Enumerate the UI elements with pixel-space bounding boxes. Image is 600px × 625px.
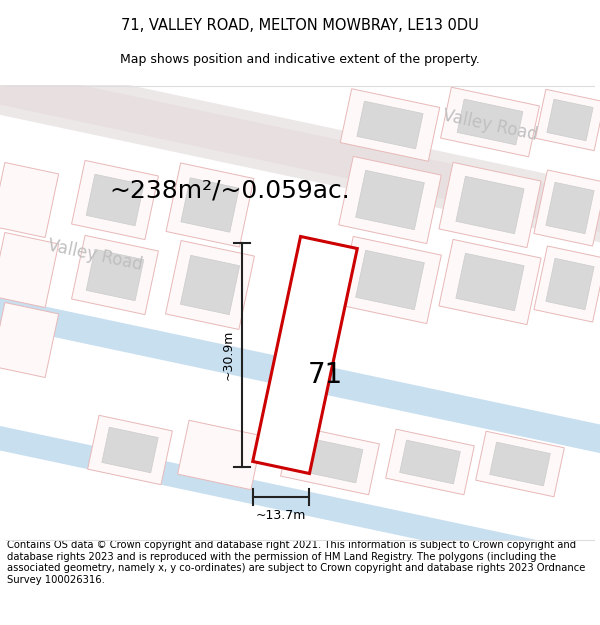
Polygon shape [456,176,524,234]
Polygon shape [181,256,239,314]
Polygon shape [0,162,59,238]
Polygon shape [340,89,440,161]
Polygon shape [546,258,594,309]
Polygon shape [339,236,441,324]
Polygon shape [400,440,460,484]
Text: ~30.9m: ~30.9m [221,330,234,380]
Text: Map shows position and indicative extent of the property.: Map shows position and indicative extent… [120,53,480,66]
Polygon shape [181,177,239,232]
Polygon shape [71,161,158,239]
Polygon shape [439,239,541,324]
Polygon shape [102,428,158,472]
Text: Contains OS data © Crown copyright and database right 2021. This information is : Contains OS data © Crown copyright and d… [7,540,586,585]
Polygon shape [457,99,523,145]
Polygon shape [386,429,475,495]
Polygon shape [0,324,600,625]
Polygon shape [0,232,59,308]
Polygon shape [71,236,158,314]
Text: ~13.7m: ~13.7m [256,509,306,522]
Polygon shape [0,0,600,344]
Polygon shape [534,170,600,246]
Polygon shape [546,182,594,234]
Polygon shape [86,249,144,301]
Polygon shape [456,253,524,311]
Polygon shape [356,170,424,230]
Text: 71, VALLEY ROAD, MELTON MOWBRAY, LE13 0DU: 71, VALLEY ROAD, MELTON MOWBRAY, LE13 0D… [121,18,479,33]
Polygon shape [281,425,379,495]
Polygon shape [535,89,600,151]
Polygon shape [440,88,539,157]
Polygon shape [339,156,441,244]
Polygon shape [0,302,59,378]
Polygon shape [178,420,262,490]
Text: 71: 71 [307,361,343,389]
Polygon shape [356,250,424,310]
Polygon shape [88,415,172,485]
Polygon shape [476,431,565,497]
Polygon shape [86,174,144,226]
Polygon shape [166,241,254,329]
Polygon shape [547,99,593,141]
Polygon shape [166,163,254,247]
Polygon shape [0,0,600,334]
Polygon shape [357,101,423,149]
Polygon shape [253,236,357,474]
Text: Valley Road: Valley Road [441,106,539,144]
Polygon shape [439,162,541,248]
Polygon shape [0,195,600,555]
Polygon shape [490,442,550,486]
Text: Valley Road: Valley Road [46,236,144,274]
Text: ~238m²/~0.059ac.: ~238m²/~0.059ac. [110,178,350,202]
Polygon shape [297,437,363,483]
Polygon shape [534,246,600,322]
